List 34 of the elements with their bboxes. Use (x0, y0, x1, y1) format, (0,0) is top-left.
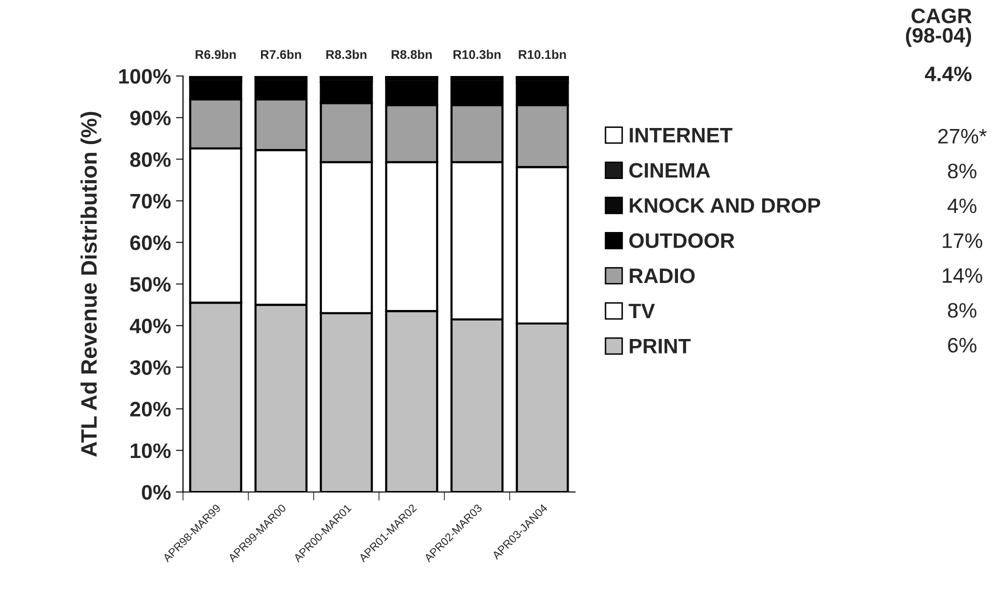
legend-label: TV (628, 304, 655, 318)
y-tick-label: 50% (130, 277, 171, 292)
legend-label: OUTDOOR (629, 233, 734, 248)
legend-label: PRINT (630, 338, 691, 354)
legend-label: CINEMA (629, 162, 710, 178)
total-label: R10.1bn (518, 50, 566, 59)
text: 8% (948, 164, 976, 178)
text: 14% (942, 268, 982, 283)
total-label: R6.9bn (196, 50, 236, 59)
y-tick-label: 40% (130, 318, 171, 334)
text: 4.4% (924, 66, 972, 82)
legend-label: RADIO (630, 268, 695, 284)
y-tick-label: 0% (142, 485, 171, 500)
text: CAGR (98-04) (906, 8, 972, 47)
total-label: R8.8bn (392, 50, 432, 59)
text: 27%* (938, 128, 987, 144)
legend-label: INTERNET (630, 128, 732, 142)
y-tick-label: 90% (130, 110, 171, 126)
total-label: R7.6bn (261, 50, 302, 59)
legend-label: KNOCK AND DROP (630, 198, 820, 213)
text: 17% (942, 233, 982, 248)
text: 8% (948, 303, 976, 318)
y-tick-label: 10% (130, 443, 171, 458)
y-tick-label: 30% (130, 360, 171, 375)
y-tick-label: 100% (119, 69, 171, 84)
y-tick-label: 20% (130, 402, 171, 417)
text: 4% (948, 198, 976, 214)
y-tick-label: 70% (130, 194, 171, 209)
text: 6% (948, 338, 976, 353)
y-tick-label: 80% (130, 152, 171, 167)
total-label: R10.3bn (454, 50, 501, 59)
y-axis-title: ATL Ad Revenue Distribution (%) (80, 112, 102, 457)
y-tick-label: 60% (130, 235, 171, 250)
total-label: R8.3bn (326, 50, 366, 59)
